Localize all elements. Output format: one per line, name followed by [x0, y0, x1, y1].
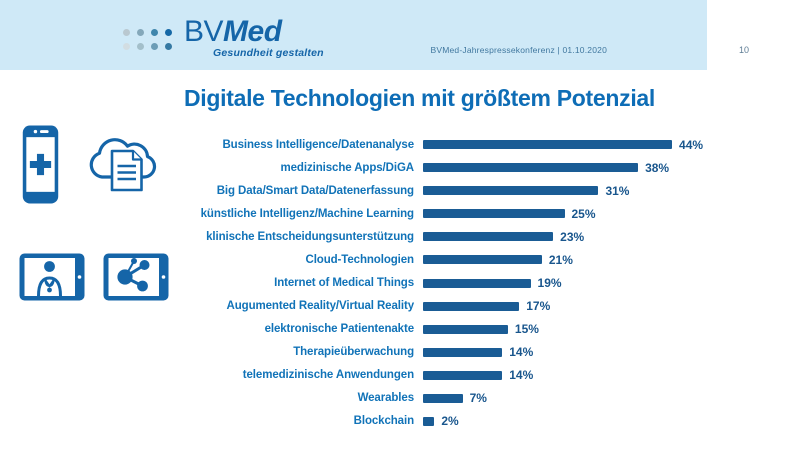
bar [423, 347, 503, 357]
chart-row: klinische Entscheidungsunterstützung 23% [0, 225, 800, 248]
category-label: telemedizinische Anwendungen [242, 369, 414, 382]
bar-chart: Business Intelligence/Datenanalyse 44% med… [0, 133, 800, 433]
bar [423, 301, 520, 311]
chart-row: medizinische Apps/DiGA 38% [0, 156, 800, 179]
category-label: medizinische Apps/DiGA [280, 161, 415, 174]
bar [423, 278, 531, 288]
bar [423, 186, 599, 196]
bar [423, 163, 639, 173]
category-label: Big Data/Smart Data/Datenerfassung [216, 184, 414, 197]
bar [423, 209, 565, 219]
bar [423, 324, 508, 334]
chart-row: Big Data/Smart Data/Datenerfassung 31% [0, 179, 800, 202]
value-label: 23% [560, 229, 585, 244]
conference-date-text: BVMed-Jahrespressekonferenz | 01.10.2020 [430, 45, 607, 55]
value-label: 31% [605, 183, 630, 198]
value-label: 21% [548, 252, 573, 267]
chart-row: Therapieüberwachung 14% [0, 341, 800, 364]
category-label: Augumented Reality/Virtual Reality [226, 300, 415, 313]
medical-app-phone-icon [22, 125, 59, 209]
category-label: klinische Entscheidungsunterstützung [206, 230, 414, 243]
logo-tagline: Gesundheit gestalten [213, 47, 324, 59]
category-label: elektronische Patientenakte [264, 323, 415, 336]
value-label: 14% [509, 368, 534, 383]
chart-row: Cloud-Technologien 21% [0, 248, 800, 271]
value-label: 17% [526, 299, 551, 314]
category-label: Blockchain [353, 415, 414, 428]
category-label: Internet of Medical Things [274, 277, 414, 289]
chart-row: Internet of Medical Things 19% [0, 271, 800, 294]
category-label: Business Intelligence/Datenanalyse [222, 138, 414, 151]
value-label: 2% [441, 414, 459, 429]
value-label: 14% [509, 345, 534, 360]
chart-row: telemedizinische Anwendungen 14% [0, 364, 800, 387]
bar [423, 232, 554, 242]
chart-row: künstliche Intelligenz/Machine Learning 2… [0, 202, 800, 225]
chart-row: Augumented Reality/Virtual Reality 17% [0, 295, 800, 318]
value-label: 7% [469, 391, 487, 406]
category-label: Therapieüberwachung [293, 346, 414, 359]
value-label: 15% [514, 322, 539, 337]
bar [423, 416, 435, 426]
network-share-tablet-icon [103, 253, 169, 306]
bar [423, 370, 503, 380]
bar [423, 393, 463, 403]
bar [423, 140, 673, 150]
category-label: künstliche Intelligenz/Machine Learning [200, 207, 414, 220]
logo-bv: BV [184, 15, 224, 48]
value-label: 44% [679, 137, 704, 152]
bvmed-logo: BVMed [184, 17, 282, 47]
header-band: BVMed Gesundheit gestalten BVMed-Jahresp… [0, 0, 707, 70]
value-label: 25% [571, 206, 596, 221]
chart-row: Business Intelligence/Datenanalyse 44% [0, 133, 800, 156]
bar [423, 255, 542, 265]
bvmed-logo-dots-icon [123, 29, 172, 50]
category-label: Wearables [357, 392, 415, 405]
logo-med: Med [223, 15, 282, 48]
chart-row: elektronische Patientenakte 15% [0, 318, 800, 341]
page-number: 10 [739, 45, 750, 55]
cloud-document-icon [82, 126, 161, 201]
value-label: 38% [645, 160, 670, 175]
chart-row: Blockchain 2% [0, 410, 800, 433]
category-label: Cloud-Technologien [305, 253, 414, 266]
slide-title: Digitale Technologien mit größtem Potenz… [184, 85, 655, 111]
chart-row: Wearables 7% [0, 387, 800, 410]
value-label: 19% [537, 276, 562, 290]
telemedicine-doctor-tablet-icon [19, 253, 85, 306]
